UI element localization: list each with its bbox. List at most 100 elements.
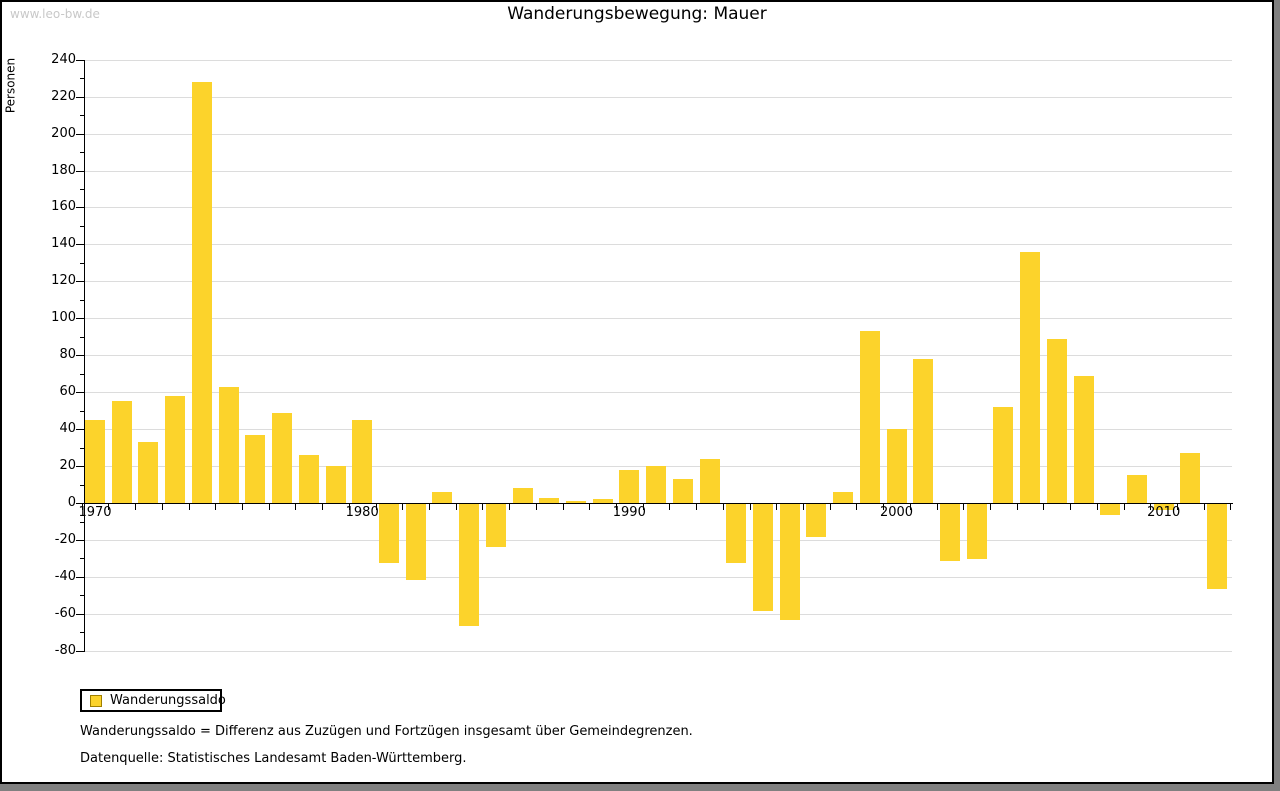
bar-1977 <box>272 412 292 503</box>
y-tick-major <box>76 576 84 578</box>
x-tick <box>402 504 404 510</box>
bar-1997 <box>806 504 827 538</box>
y-tick-major <box>76 318 84 320</box>
bar-1998 <box>833 491 854 503</box>
y-tick-major <box>76 244 84 246</box>
bar-2011 <box>1180 453 1201 503</box>
x-tick <box>241 504 243 510</box>
y-axis <box>84 60 85 652</box>
x-tick <box>482 504 484 510</box>
x-tick <box>1230 504 1232 510</box>
bar-1975 <box>218 386 239 503</box>
x-tick <box>1016 504 1018 510</box>
y-tick-label: 140 <box>51 236 76 252</box>
bar-2006 <box>1046 338 1067 503</box>
x-tick <box>562 504 564 510</box>
gridline <box>85 170 1232 172</box>
gridline <box>85 59 1232 61</box>
y-tick-label: -40 <box>54 568 76 584</box>
y-tick-label: 40 <box>59 421 76 437</box>
gridline <box>85 244 1232 246</box>
y-tick-label: 20 <box>59 458 76 474</box>
x-tick <box>615 504 617 510</box>
bar-2005 <box>1020 251 1041 503</box>
x-tick <box>776 504 778 510</box>
x-tick-label: 1970 <box>78 505 112 520</box>
x-tick <box>268 504 270 510</box>
gridline <box>85 133 1232 135</box>
x-tick <box>829 504 831 510</box>
y-tick-label: 240 <box>51 51 76 67</box>
x-tick <box>535 504 537 510</box>
x-tick <box>1043 504 1045 510</box>
y-tick-label: 120 <box>51 273 76 289</box>
y-tick-minor <box>80 484 84 486</box>
bar-1988 <box>565 501 586 503</box>
gridline <box>85 392 1232 394</box>
y-tick-label: 0 <box>67 495 76 510</box>
x-tick <box>722 504 724 510</box>
bar-2010 <box>1153 504 1174 510</box>
bar-1972 <box>138 442 159 503</box>
gridline <box>85 207 1232 209</box>
y-tick-major <box>76 650 84 652</box>
bar-1991 <box>646 466 667 503</box>
bar-2002 <box>939 504 960 562</box>
bar-1982 <box>405 504 426 580</box>
y-tick-minor <box>80 521 84 523</box>
y-tick-minor <box>80 373 84 375</box>
gridline <box>85 318 1232 320</box>
gridline <box>85 650 1232 652</box>
x-tick <box>428 504 430 510</box>
bar-2012 <box>1207 504 1228 589</box>
y-tick-major <box>76 281 84 283</box>
y-tick-label: -20 <box>54 531 76 547</box>
y-tick-label: 200 <box>51 125 76 141</box>
y-tick-minor <box>80 115 84 117</box>
x-tick <box>963 504 965 510</box>
y-tick-minor <box>80 152 84 153</box>
y-tick-label: 80 <box>59 347 76 363</box>
bar-1986 <box>512 488 533 503</box>
x-tick <box>1177 504 1178 510</box>
y-tick-label: 100 <box>51 310 76 326</box>
x-tick <box>669 504 671 510</box>
bar-2004 <box>993 406 1014 503</box>
y-tick-major <box>76 355 84 357</box>
x-tick <box>909 504 911 510</box>
bar-1978 <box>298 455 319 503</box>
bar-1993 <box>699 458 720 503</box>
x-tick <box>81 504 83 510</box>
x-tick <box>803 504 804 510</box>
y-tick-major <box>76 96 84 98</box>
y-tick-label: 180 <box>51 162 76 178</box>
x-tick <box>589 504 591 510</box>
x-tick <box>135 504 136 510</box>
bar-1983 <box>432 491 453 503</box>
bar-2007 <box>1073 375 1094 503</box>
gridline <box>85 613 1232 615</box>
watermark: www.leo-bw.de <box>10 7 100 21</box>
x-tick <box>295 504 297 510</box>
bar-1992 <box>672 479 693 503</box>
bar-2003 <box>966 504 987 560</box>
x-tick <box>455 504 457 510</box>
x-tick-label: 1990 <box>612 505 646 520</box>
gridline <box>85 539 1232 541</box>
y-tick-major <box>76 539 84 541</box>
x-tick <box>749 504 751 510</box>
gridline <box>85 96 1232 98</box>
legend-swatch-icon <box>90 695 102 707</box>
y-tick-major <box>76 613 84 615</box>
y-tick-minor <box>80 410 84 412</box>
footnote-source: Datenquelle: Statistisches Landesamt Bad… <box>80 751 467 766</box>
y-tick-minor <box>80 558 84 560</box>
gridline <box>85 429 1232 431</box>
gridline <box>85 576 1232 578</box>
y-tick-minor <box>80 262 84 264</box>
y-axis-title: Personen <box>3 57 18 114</box>
chart-title: Wanderungsbewegung: Mauer <box>507 4 767 24</box>
x-tick <box>696 504 698 510</box>
bar-2000 <box>886 429 907 503</box>
x-tick <box>375 504 377 510</box>
